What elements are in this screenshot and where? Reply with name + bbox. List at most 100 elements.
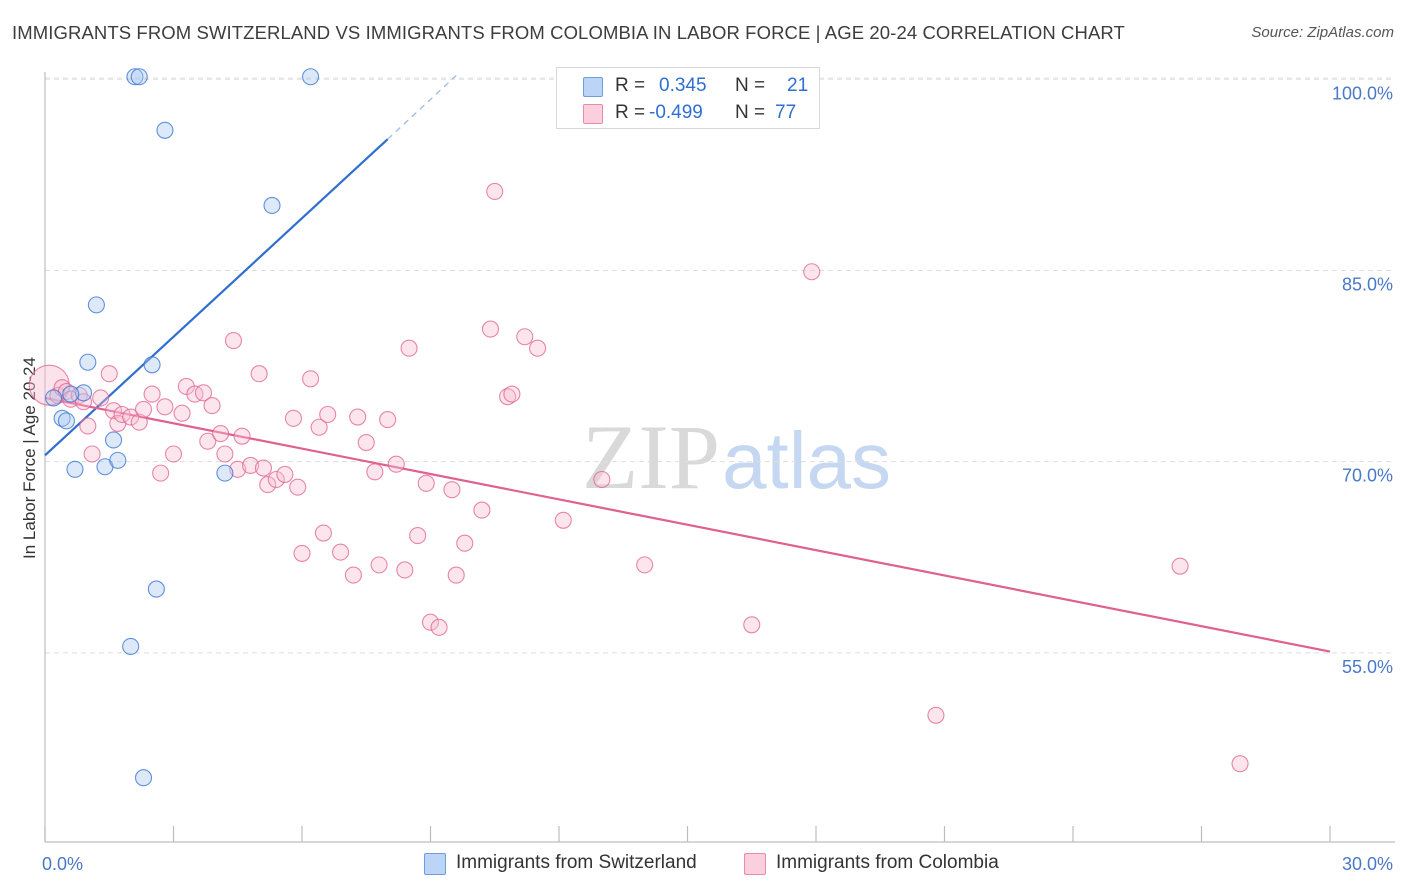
switzerland-point: [66, 460, 84, 478]
colombia-point: [310, 418, 328, 436]
colombia-point: [293, 544, 311, 562]
colombia-point: [186, 385, 204, 403]
colombia-point: [100, 365, 118, 383]
colombia-point: [529, 339, 547, 357]
colombia-point: [212, 425, 230, 443]
switzerland-point: [130, 68, 148, 86]
colombia-point: [366, 463, 384, 481]
colombia-point: [173, 404, 191, 422]
tick-labels: 55.0% 70.0% 85.0% 100.0% 0.0% 30.0%: [42, 83, 1393, 874]
colombia-point: [331, 543, 350, 561]
colombia-point: [370, 556, 388, 574]
switzerland-point: [109, 451, 127, 469]
colombia-point: [516, 328, 534, 346]
colombia-point: [803, 263, 821, 281]
colombia-point: [92, 389, 110, 407]
colombia-point: [302, 370, 320, 388]
legend-n-value: 77: [775, 102, 797, 123]
switzerland-point: [143, 356, 161, 374]
colombia-point: [349, 408, 367, 426]
y-tick-label: 100.0%: [1332, 83, 1393, 103]
x-tick-label: 0.0%: [42, 854, 83, 874]
switzerland-point: [126, 68, 144, 86]
switzerland-point: [134, 769, 153, 787]
legend-n-value: 21: [787, 75, 809, 96]
colombia-point: [1231, 755, 1249, 773]
colombia-point: [289, 478, 307, 496]
colombia-point: [134, 400, 153, 418]
colombia-point: [636, 556, 654, 574]
colombia-point: [503, 385, 521, 403]
colombia-point: [456, 534, 474, 552]
colombia-point: [203, 397, 221, 415]
colombia-point: [216, 445, 234, 463]
switzerland-point: [216, 464, 234, 482]
switzerland-point: [122, 637, 140, 656]
colombia-point: [194, 384, 213, 402]
switzerland-point: [62, 385, 80, 403]
colombia-point: [254, 459, 273, 477]
colombia-point: [319, 405, 337, 424]
y-tick-label: 70.0%: [1342, 466, 1393, 486]
switzerland-point: [156, 121, 174, 139]
colombia-point: [122, 408, 140, 426]
legend-swatch-switzerland: [583, 77, 603, 97]
source-link[interactable]: ZipAtlas.com: [1307, 24, 1394, 41]
colombia-point: [152, 464, 170, 482]
data-points: [28, 68, 1249, 787]
axes: [44, 72, 1395, 843]
x-tick-label: 30.0%: [1342, 854, 1393, 874]
colombia-point: [396, 561, 414, 579]
bottom-legend-label-switzerland: Immigrants from Switzerland: [456, 852, 697, 873]
switzerland-point: [45, 389, 63, 407]
colombia-point: [409, 527, 427, 545]
legend-r-value: 0.345: [659, 75, 707, 96]
grid-lines: [45, 77, 1395, 654]
colombia-point: [387, 455, 405, 473]
colombia-point: [242, 456, 260, 475]
colombia-point: [379, 411, 397, 429]
colombia-point: [156, 398, 174, 416]
bottom-legend-swatch-switzerland: [424, 853, 446, 875]
switzerland-point: [302, 68, 320, 86]
watermark-zip: ZIP: [582, 406, 720, 508]
colombia-point: [267, 470, 285, 489]
colombia-point: [447, 566, 465, 584]
colombia-point: [224, 332, 243, 350]
colombia-point: [75, 393, 93, 411]
switzerland-trend-extension: [387, 75, 457, 140]
colombia-point: [486, 182, 504, 201]
colombia-point: [927, 706, 945, 724]
legend-n-label: N =: [735, 102, 766, 123]
colombia-point: [417, 474, 435, 492]
colombia-point: [344, 566, 362, 584]
switzerland-point: [104, 431, 123, 449]
watermark-atlas: atlas: [722, 416, 891, 505]
colombia-point: [284, 409, 302, 427]
colombia-point: [130, 413, 148, 431]
colombia-point: [593, 470, 611, 489]
switzerland-point: [57, 412, 75, 430]
colombia-point: [143, 385, 161, 403]
colombia-point: [430, 618, 448, 636]
source-label: Source:: [1251, 24, 1304, 41]
y-tick-label: 55.0%: [1342, 657, 1393, 677]
switzerland-point: [87, 296, 105, 314]
source-attribution: Source: ZipAtlas.com: [1251, 24, 1394, 41]
colombia-point: [276, 465, 294, 483]
colombia-point: [229, 460, 247, 478]
legend-r-label: R =: [615, 102, 646, 123]
colombia-point: [443, 481, 461, 499]
trend-lines: [44, 75, 1331, 653]
colombia-point: [199, 432, 217, 450]
colombia-point: [481, 320, 500, 338]
y-tick-label: 85.0%: [1342, 274, 1393, 294]
colombia-trend-line: [44, 396, 1331, 653]
colombia-point: [83, 445, 101, 463]
chart-title: IMMIGRANTS FROM SWITZERLAND VS IMMIGRANT…: [12, 22, 1125, 43]
switzerland-point: [75, 384, 93, 402]
colombia-point: [259, 476, 277, 494]
switzerland-point: [147, 580, 165, 598]
colombia-point: [250, 365, 268, 383]
